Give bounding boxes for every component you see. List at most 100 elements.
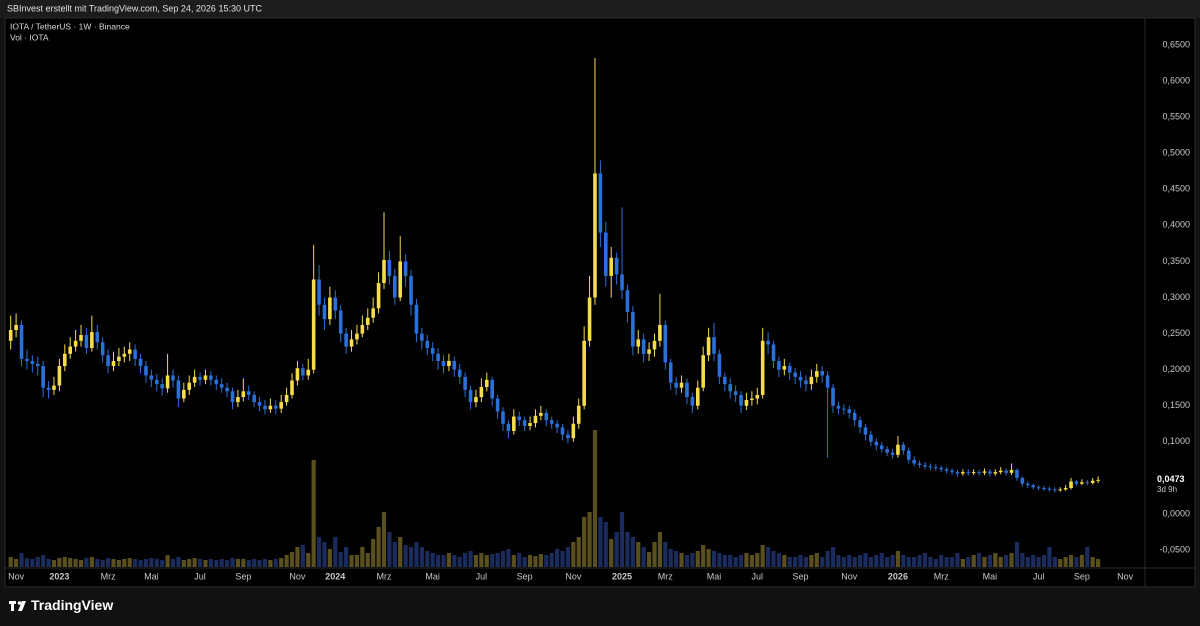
- brand-logo[interactable]: TradingView: [9, 597, 113, 613]
- volume-bar: [630, 537, 635, 567]
- candle-body: [25, 358, 29, 362]
- candle-body: [950, 470, 954, 473]
- candle-body: [41, 366, 45, 388]
- candle-layer: [8, 57, 1100, 493]
- candle-body: [230, 391, 235, 403]
- y-tick-label: 0,6000: [1162, 75, 1190, 85]
- volume-bar: [668, 549, 673, 567]
- volume-bar: [814, 553, 819, 567]
- candle-body: [917, 463, 922, 465]
- candle-body: [793, 372, 797, 377]
- volume-bar: [868, 557, 873, 567]
- candle-body: [1042, 487, 1046, 489]
- candle-body: [495, 398, 500, 412]
- volume-bar: [933, 559, 938, 567]
- volume-bar: [219, 559, 224, 567]
- volume-bar: [176, 557, 181, 567]
- volume-bar: [922, 553, 928, 567]
- candle-body: [863, 427, 868, 435]
- volume-bar: [479, 553, 484, 567]
- candle-body: [1080, 482, 1084, 484]
- x-tick-label: 2023: [49, 571, 69, 581]
- candle-body: [257, 402, 262, 406]
- candle-body: [522, 420, 527, 426]
- volume-bar: [279, 558, 284, 567]
- candle-body: [609, 257, 614, 276]
- candle-body: [295, 368, 300, 381]
- volume-bar: [939, 555, 944, 567]
- volume-bar: [874, 555, 879, 567]
- candle-body: [739, 394, 743, 406]
- volume-bar: [500, 551, 506, 567]
- candle-body: [517, 416, 522, 421]
- volume-bar: [766, 547, 771, 567]
- volume-bar: [657, 532, 662, 567]
- candle-body: [236, 397, 240, 403]
- candle-body: [690, 397, 695, 406]
- candle-body: [241, 391, 246, 398]
- volume-bar: [89, 557, 94, 567]
- x-tick-label: Nov: [8, 571, 25, 581]
- candle-body: [138, 358, 143, 367]
- candle-body: [452, 361, 457, 370]
- volume-bar: [62, 557, 67, 567]
- volume-bar: [603, 522, 608, 567]
- volume-bar: [371, 539, 376, 567]
- x-tick-label: Nov: [841, 571, 858, 581]
- x-tick-label: Sep: [1074, 571, 1090, 581]
- candle-body: [149, 375, 154, 380]
- candle-body: [484, 379, 489, 387]
- x-tick-label: 2024: [325, 571, 345, 581]
- candle-body: [425, 340, 430, 349]
- candle-body: [998, 470, 1003, 473]
- candle-body: [1074, 481, 1079, 484]
- candle-body: [641, 339, 646, 354]
- volume-bar: [51, 560, 57, 567]
- volume-bar: [105, 558, 111, 567]
- volume-bar: [14, 559, 19, 567]
- candle-body: [171, 375, 175, 381]
- candle-body: [219, 384, 224, 388]
- candle-body: [874, 441, 879, 446]
- volume-bar: [955, 553, 960, 567]
- volume-bar: [1020, 553, 1025, 567]
- candle-body: [279, 402, 283, 409]
- volume-bar: [544, 555, 549, 567]
- candle-body: [209, 375, 213, 380]
- candle-body: [490, 379, 494, 399]
- volume-bar: [1079, 555, 1084, 567]
- volume-bar: [68, 558, 73, 567]
- volume-bar: [560, 551, 565, 567]
- candle-body: [479, 386, 484, 398]
- volume-bar: [316, 537, 322, 567]
- volume-bar: [257, 560, 262, 567]
- volume-bar: [197, 559, 203, 567]
- volume-bar: [30, 559, 35, 567]
- volume-bar: [993, 553, 998, 567]
- volume-bar: [376, 527, 381, 567]
- x-tick-label: Nov: [289, 571, 306, 581]
- volume-bar: [625, 532, 630, 567]
- candle-body: [457, 369, 462, 377]
- volume-bar: [262, 559, 268, 567]
- candle-body: [966, 472, 971, 474]
- candle-body: [549, 420, 554, 424]
- volume-bar: [841, 557, 846, 567]
- volume-bar: [690, 553, 695, 567]
- candle-body: [847, 409, 852, 413]
- candle-body: [328, 297, 332, 320]
- volume-bar: [663, 542, 668, 567]
- volume-bar: [711, 551, 717, 567]
- volume-bar: [917, 555, 922, 567]
- volume-bar: [1074, 557, 1079, 567]
- volume-bar: [73, 559, 78, 567]
- candle-body: [1020, 477, 1025, 484]
- candle-body: [106, 355, 110, 367]
- x-tick-label: Mrz: [934, 571, 949, 581]
- candle-body: [885, 449, 889, 453]
- volume-bar: [1047, 547, 1052, 567]
- volume-bar: [187, 559, 192, 567]
- candle-body: [674, 382, 678, 388]
- x-tick-label: Nov: [565, 571, 582, 581]
- candle-body: [723, 376, 727, 385]
